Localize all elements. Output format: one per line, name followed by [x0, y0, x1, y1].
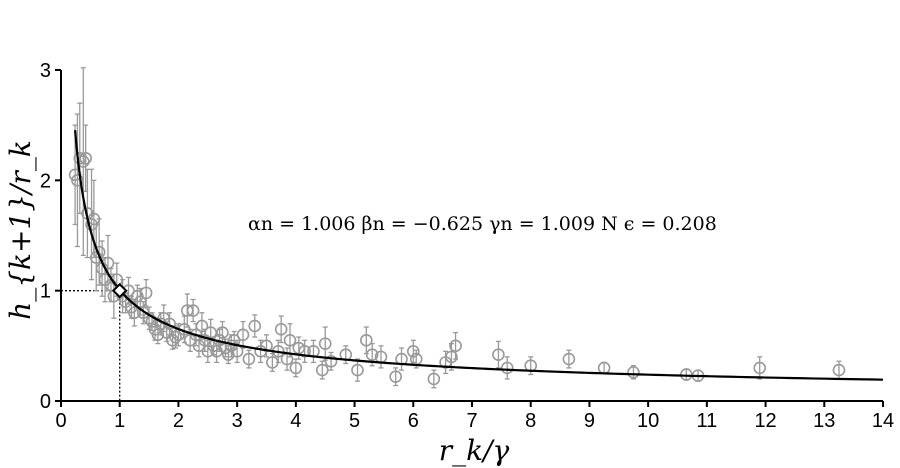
- point-marker: [406, 345, 420, 358]
- y-tick-label: 1: [40, 281, 51, 303]
- point-marker: [139, 286, 153, 300]
- y-tick-label: 2: [40, 170, 51, 192]
- data-point: [500, 356, 514, 380]
- point-marker: [315, 363, 329, 377]
- data-point: [832, 360, 846, 380]
- data-point: [406, 339, 420, 364]
- x-tick-label: 6: [408, 410, 419, 432]
- data-point: [216, 320, 229, 345]
- data-point: [242, 349, 256, 369]
- point-marker: [195, 319, 209, 333]
- point-marker: [324, 354, 338, 368]
- x-tick-label: 9: [584, 410, 595, 432]
- reference-point-marker: [111, 282, 128, 299]
- data-point: [492, 340, 505, 369]
- data-point: [222, 345, 235, 365]
- point-marker: [360, 334, 373, 347]
- point-marker: [289, 361, 303, 375]
- x-tick-label: 5: [349, 410, 360, 432]
- point-marker: [236, 328, 250, 342]
- data-point: [753, 356, 767, 380]
- x-tick-label: 2: [173, 410, 184, 432]
- point-marker: [832, 363, 846, 377]
- data-point: [324, 351, 338, 371]
- data-point: [395, 347, 408, 371]
- y-tick-label: 0: [40, 391, 51, 413]
- data-points: [68, 67, 846, 389]
- point-marker: [216, 326, 229, 339]
- x-axis-title: r_k/γ: [439, 434, 510, 467]
- x-tick-label: 7: [466, 410, 477, 432]
- x-tick-label: 10: [637, 410, 659, 432]
- data-point: [186, 298, 200, 323]
- point-marker: [562, 352, 576, 366]
- data-point: [298, 339, 311, 364]
- point-marker: [283, 334, 297, 347]
- x-tick-label: 0: [55, 410, 66, 432]
- data-point: [283, 323, 297, 358]
- data-point: [351, 358, 364, 382]
- x-tick-label: 3: [232, 410, 243, 432]
- fit-parameters-annotation: αn = 1.006 βn = −0.625 γn = 1.009 N ϵ = …: [248, 213, 717, 235]
- point-marker: [492, 348, 505, 361]
- x-tick-label: 4: [290, 410, 301, 432]
- point-marker: [449, 339, 462, 353]
- x-tick-label: 12: [754, 410, 776, 432]
- data-point: [289, 358, 303, 378]
- data-point: [389, 367, 402, 387]
- point-marker: [351, 363, 364, 377]
- point-marker: [445, 350, 458, 364]
- y-tick-label: 3: [40, 60, 51, 82]
- data-point: [139, 278, 153, 307]
- y-axis-title: h_{k+1}/r_k: [4, 140, 37, 320]
- point-marker: [318, 337, 332, 350]
- x-tick-label: 8: [525, 410, 536, 432]
- data-point: [77, 67, 90, 257]
- point-marker: [222, 348, 235, 361]
- data-point: [427, 369, 441, 389]
- point-marker: [248, 319, 262, 333]
- x-tick-label: 11: [696, 410, 717, 432]
- point-marker: [186, 304, 200, 317]
- x-tick-label: 14: [872, 410, 894, 432]
- x-tick-label: 13: [813, 410, 835, 432]
- data-point: [597, 361, 611, 375]
- point-marker: [365, 348, 379, 361]
- point-marker: [427, 372, 441, 386]
- data-point: [449, 331, 462, 360]
- data-point: [360, 326, 373, 355]
- data-point: [248, 314, 262, 338]
- point-marker: [242, 352, 256, 366]
- data-point: [236, 320, 250, 349]
- axes: [60, 70, 883, 402]
- point-marker: [627, 366, 640, 379]
- fit-curve: [73, 130, 884, 381]
- data-point: [562, 349, 576, 369]
- point-marker: [79, 151, 92, 165]
- point-marker: [753, 361, 767, 375]
- data-point: [318, 326, 332, 361]
- point-marker: [169, 330, 182, 344]
- data-point: [274, 315, 288, 344]
- point-marker: [274, 322, 288, 336]
- guide-lines: [61, 290, 121, 401]
- point-marker: [298, 345, 311, 358]
- point-marker: [500, 361, 514, 375]
- data-point: [627, 365, 640, 380]
- point-marker: [389, 370, 402, 384]
- data-point: [315, 360, 329, 380]
- x-tick-label: 1: [114, 410, 125, 432]
